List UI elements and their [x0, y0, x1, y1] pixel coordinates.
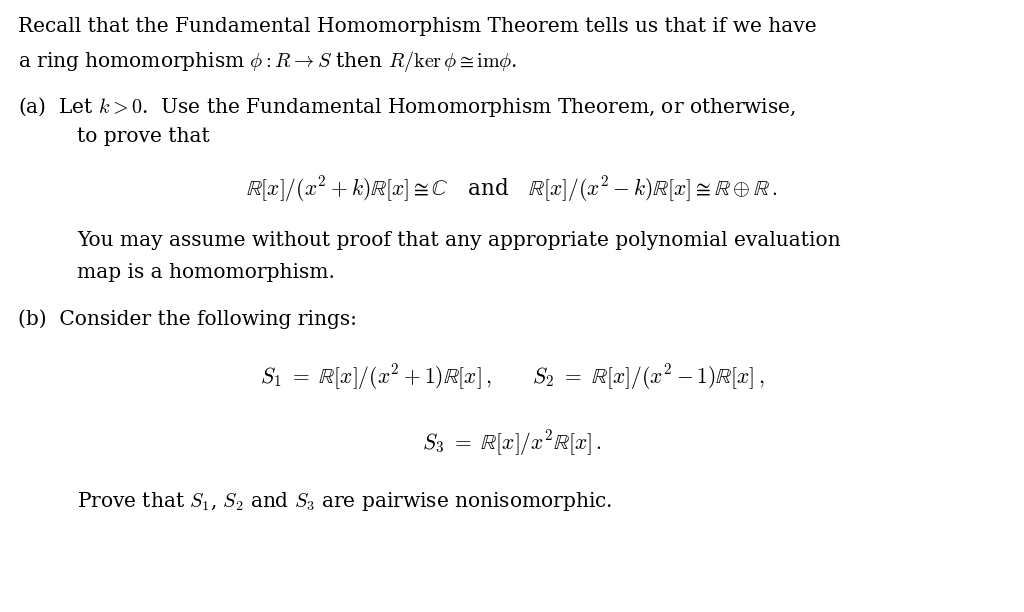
- Text: You may assume without proof that any appropriate polynomial evaluation: You may assume without proof that any ap…: [77, 231, 841, 250]
- Text: a ring homomorphism $\phi : R \to S$ then $R/\ker\phi \cong \mathrm{im}\phi$.: a ring homomorphism $\phi : R \to S$ the…: [18, 49, 518, 74]
- Text: $S_3 \ = \ \mathbb{R}[x]/x^2\mathbb{R}[x]\,.$: $S_3 \ = \ \mathbb{R}[x]/x^2\mathbb{R}[x…: [422, 428, 602, 458]
- Text: to prove that: to prove that: [77, 127, 210, 146]
- Text: Recall that the Fundamental Homomorphism Theorem tells us that if we have: Recall that the Fundamental Homomorphism…: [18, 17, 817, 36]
- Text: $\mathbb{R}[x]/(x^2 + k)\mathbb{R}[x] \cong \mathbb{C}$   and   $\mathbb{R}[x]/(: $\mathbb{R}[x]/(x^2 + k)\mathbb{R}[x] \c…: [247, 174, 777, 204]
- Text: Prove that $S_1$, $S_2$ and $S_3$ are pairwise nonisomorphic.: Prove that $S_1$, $S_2$ and $S_3$ are pa…: [77, 490, 612, 513]
- Text: $S_1 \ = \ \mathbb{R}[x]/(x^2 + 1)\mathbb{R}[x]\,, \qquad S_2 \ = \ \mathbb{R}[x: $S_1 \ = \ \mathbb{R}[x]/(x^2 + 1)\mathb…: [260, 362, 764, 392]
- Text: (a)  Let $k > 0$.  Use the Fundamental Homomorphism Theorem, or otherwise,: (a) Let $k > 0$. Use the Fundamental Hom…: [18, 95, 797, 119]
- Text: (b)  Consider the following rings:: (b) Consider the following rings:: [18, 309, 357, 329]
- Text: map is a homomorphism.: map is a homomorphism.: [77, 263, 335, 282]
